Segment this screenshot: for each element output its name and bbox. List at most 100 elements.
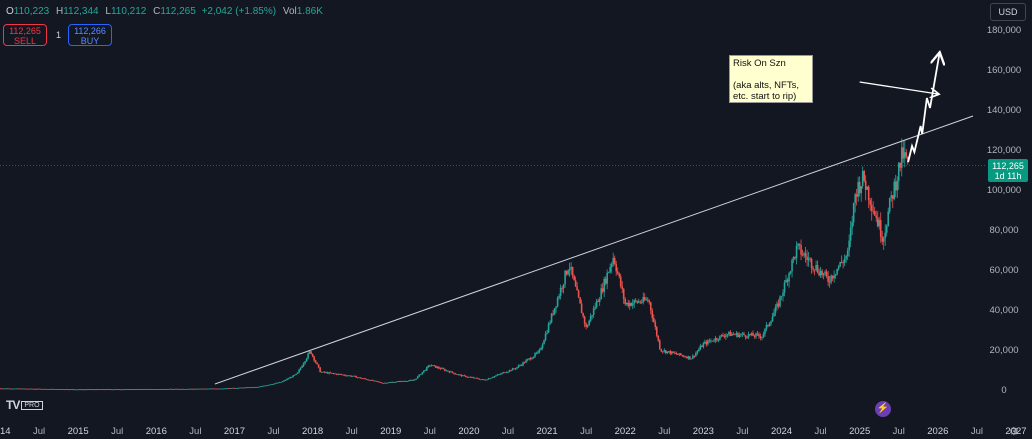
- candle: [287, 378, 290, 380]
- candle: [395, 381, 398, 383]
- candle: [475, 377, 478, 379]
- candle: [5, 388, 7, 390]
- candle: [214, 388, 216, 390]
- candle: [292, 375, 294, 378]
- candle: [504, 372, 506, 374]
- candle: [301, 366, 303, 368]
- lightning-icon[interactable]: ⚡: [875, 401, 891, 417]
- candle: [90, 389, 93, 391]
- candle: [906, 156, 909, 163]
- annotation-note[interactable]: Risk On Szn (aka alts, NFTs, etc. start …: [729, 55, 813, 103]
- candle: [556, 298, 559, 307]
- candle: [845, 255, 847, 259]
- candle: [887, 211, 890, 227]
- candle: [122, 389, 125, 391]
- candle: [642, 296, 645, 303]
- candle: [188, 388, 191, 390]
- sell-button[interactable]: 112,265 SELL: [3, 24, 47, 46]
- candle: [579, 297, 581, 304]
- currency-selector[interactable]: USD: [990, 3, 1026, 21]
- candle: [319, 367, 321, 373]
- candle: [535, 353, 538, 354]
- candle: [869, 200, 871, 205]
- candle: [187, 388, 189, 390]
- candle: [875, 215, 878, 218]
- candle: [816, 265, 819, 273]
- y-tick-label: 120,000: [987, 145, 1021, 156]
- x-tick-label: 2023: [693, 426, 714, 437]
- candle: [439, 368, 442, 370]
- candle: [591, 315, 593, 316]
- candle: [179, 389, 182, 390]
- candle: [33, 388, 36, 390]
- high-value: 112,344: [63, 6, 99, 17]
- candle: [622, 288, 625, 299]
- candle: [332, 373, 335, 374]
- candle: [263, 385, 266, 387]
- candle: [508, 370, 511, 372]
- candle: [59, 389, 61, 390]
- order-quantity[interactable]: 1: [56, 30, 62, 40]
- candle: [463, 375, 466, 377]
- candle: [752, 332, 754, 336]
- candle: [120, 389, 123, 391]
- candle: [867, 186, 870, 201]
- gear-icon[interactable]: ⚙: [1009, 426, 1019, 438]
- candle: [798, 243, 801, 246]
- candle: [705, 341, 708, 345]
- candle: [397, 381, 400, 383]
- candle: [855, 194, 858, 197]
- candle: [253, 387, 255, 388]
- candle: [681, 355, 684, 356]
- candle: [567, 270, 569, 275]
- candle: [538, 349, 541, 352]
- candle: [331, 373, 333, 374]
- candle: [851, 222, 853, 228]
- x-tick-label: Jul: [33, 426, 45, 437]
- ohlc-legend: O110,223 H112,344 L110,212 C112,265 +2,0…: [6, 6, 323, 17]
- candle: [190, 388, 192, 390]
- candle: [343, 374, 345, 376]
- candle: [51, 388, 54, 390]
- candle: [220, 388, 222, 390]
- candle: [462, 375, 464, 377]
- candle: [738, 334, 741, 337]
- candle: [624, 298, 627, 305]
- candle: [528, 358, 530, 360]
- candle: [483, 379, 485, 381]
- buy-button[interactable]: 112,266 BUY: [68, 24, 112, 46]
- candle: [144, 389, 147, 390]
- last-price: 112,265: [992, 161, 1024, 171]
- candle: [501, 373, 503, 374]
- candle: [93, 389, 96, 391]
- candle: [677, 354, 679, 355]
- pro-badge: PRO: [21, 401, 43, 410]
- candle: [89, 389, 91, 391]
- candle: [493, 376, 496, 378]
- candle: [755, 333, 757, 337]
- candle: [732, 334, 735, 335]
- tradingview-logo[interactable]: TV PRO: [6, 398, 54, 412]
- candle: [87, 389, 90, 391]
- bar-countdown: 1d 11h: [994, 171, 1022, 181]
- candle: [63, 389, 66, 391]
- candle: [729, 331, 732, 336]
- candle: [577, 290, 580, 298]
- candle: [806, 256, 808, 260]
- candle: [468, 376, 470, 378]
- candle: [540, 348, 542, 350]
- candle: [879, 219, 882, 237]
- candle: [666, 351, 669, 354]
- candle: [525, 360, 527, 363]
- candle: [334, 373, 336, 375]
- candle: [490, 377, 493, 379]
- candle: [842, 262, 844, 264]
- candle: [631, 303, 634, 306]
- candle: [819, 270, 822, 276]
- candle: [409, 379, 412, 381]
- candle: [487, 378, 490, 380]
- candle: [229, 388, 231, 389]
- candle: [203, 388, 206, 390]
- volume-value: 1.86K: [296, 6, 323, 17]
